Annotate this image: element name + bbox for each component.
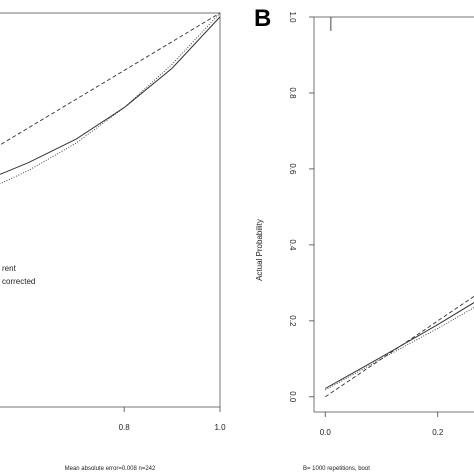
panel-b-y-axis-label: Actual Probability: [255, 219, 264, 281]
y-tick-label: 0.0: [288, 391, 297, 403]
y-tick-label: 0.4: [288, 239, 297, 251]
panel-a-series-group: [0, 12, 221, 185]
panel-b-plot-box: [313, 16, 474, 413]
y-tick-label: 0.8: [288, 87, 297, 99]
series-line-solid: [0, 16, 221, 175]
panel-b-y-axis: 0.0 0.2 0.4 0.6 0.8 1.0: [288, 11, 314, 403]
panel-b-series-group: [325, 295, 474, 398]
x-tick-label: 0.2: [432, 428, 444, 437]
panel-a-legend: rent corrected: [2, 264, 35, 286]
series-line-solid: [325, 302, 474, 389]
series-line-dotted: [0, 12, 221, 185]
legend-entry-2: corrected: [2, 277, 35, 286]
panel-b-letter: B: [254, 5, 271, 32]
panel-a: 0.8 1.0 rent corrected Mean absolute erro…: [0, 12, 226, 472]
panel-b: B 0.0 0.2 0.4 0.6 0.8 1.0 0.0 0.2 Actual Proba…: [254, 5, 474, 472]
y-tick-label: 0.6: [288, 163, 297, 175]
series-line-dashed: [325, 295, 474, 398]
x-tick-label: 1.0: [214, 423, 226, 432]
series-line-dotted: [325, 307, 474, 391]
panel-a-footnote: Mean absolute error=0.008 n=242: [65, 466, 156, 472]
series-line-dashed: [0, 12, 221, 146]
panel-a-x-axis: 0.8 1.0: [119, 407, 226, 432]
panel-b-x-axis: 0.0 0.2: [320, 412, 444, 437]
legend-entry-1: rent: [2, 264, 17, 273]
y-tick-label: 1.0: [288, 11, 297, 23]
panel-a-plot-box: [0, 12, 221, 408]
panel-b-footnote: B= 1000 repetitions, boot: [303, 466, 370, 472]
x-tick-label: 0.0: [320, 428, 332, 437]
y-tick-label: 0.2: [288, 315, 297, 327]
x-tick-label: 0.8: [119, 423, 131, 432]
